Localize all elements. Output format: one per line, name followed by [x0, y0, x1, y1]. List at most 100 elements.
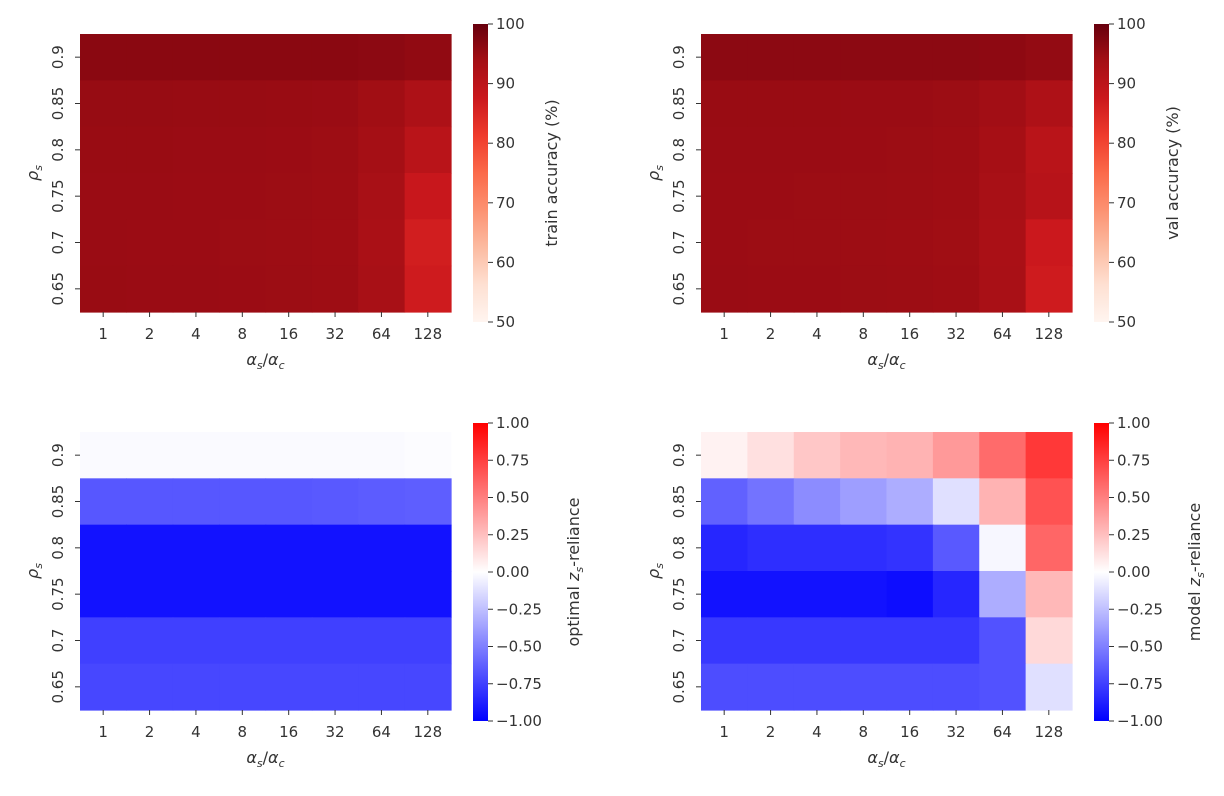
heatmap-cell — [80, 571, 127, 618]
heatmap-cell — [840, 617, 888, 665]
x-tick-label: 32 — [947, 723, 966, 741]
heatmap-cell — [747, 173, 795, 220]
heatmap-cell — [1025, 34, 1073, 81]
x-tick-label: 4 — [191, 325, 201, 343]
heatmap-cell — [793, 80, 841, 128]
colorbar-label: model zs-reliance — [1185, 503, 1207, 641]
heatmap-cell — [265, 34, 313, 81]
train-accuracy-panel: 1 2 4 8 16 32 64 128 0.9 0.85 0.8 0.75 0.7 0.65 αs/αc ρ… — [23, 15, 561, 372]
heatmap-cell — [80, 173, 127, 220]
heatmap-cell — [358, 432, 406, 479]
y-tick-label: 0.75 — [49, 577, 67, 610]
colorbar-tick-label: −0.75 — [1117, 675, 1163, 693]
colorbar — [1094, 24, 1109, 322]
heatmap-cell — [80, 265, 127, 313]
heatmap-cell — [219, 571, 267, 618]
colorbar-label: val accuracy (%) — [1163, 106, 1182, 240]
x-tick-label: 16 — [900, 723, 919, 741]
heatmap-cell — [747, 219, 795, 267]
heatmap-cell — [701, 524, 748, 572]
heatmap-cell — [979, 265, 1027, 313]
heatmap-cell — [840, 265, 888, 313]
x-tick-label: 2 — [766, 723, 776, 741]
y-tick-label: 0.9 — [49, 45, 67, 69]
heatmap-cell — [358, 617, 406, 665]
heatmap-cell — [404, 265, 452, 313]
heatmap-cell — [747, 265, 795, 313]
colorbar-tick-label: 0.75 — [496, 451, 529, 469]
heatmap-cell — [265, 265, 313, 313]
heatmap-cell — [979, 219, 1027, 267]
heatmap-cell — [404, 571, 452, 618]
colorbar-tick-label: 100 — [496, 15, 525, 33]
heatmap-cell — [404, 80, 452, 128]
y-tick-label: 0.7 — [670, 231, 688, 255]
heatmap-cell — [404, 432, 452, 479]
heatmap-cell — [404, 219, 452, 267]
colorbar-tick-label: −1.00 — [496, 712, 542, 730]
heatmap-cell — [701, 478, 748, 526]
heatmap-cell — [80, 432, 127, 479]
y-tick-label: 0.8 — [670, 536, 688, 560]
x-tick-label: 32 — [326, 723, 345, 741]
heatmap-cell — [172, 478, 220, 526]
heatmap-cell — [1025, 663, 1073, 711]
heatmap-cell — [979, 126, 1027, 174]
heatmap-cell — [886, 173, 934, 220]
colorbar-tick-label: −0.25 — [1117, 600, 1163, 618]
heatmap-cell — [358, 478, 406, 526]
colorbar-tick-label: 50 — [496, 313, 515, 331]
heatmap-cell — [932, 34, 980, 81]
heatmap-cell — [404, 34, 452, 81]
heatmap-cell — [265, 173, 313, 220]
heatmap-cell — [219, 173, 267, 220]
heatmap-cell — [265, 524, 313, 572]
heatmap-cell — [701, 571, 748, 618]
heatmap-cell — [172, 219, 220, 267]
y-tick-label: 0.8 — [49, 536, 67, 560]
heatmap-cell — [311, 80, 359, 128]
heatmap-cell — [80, 126, 127, 174]
x-tick-label: 64 — [993, 325, 1012, 343]
heatmap-cell — [886, 265, 934, 313]
heatmap-cell — [793, 173, 841, 220]
y-tick-label: 0.75 — [670, 577, 688, 610]
heatmap-cell — [358, 663, 406, 711]
heatmap-cell — [265, 432, 313, 479]
heatmap-cell — [219, 617, 267, 665]
heatmap-cell — [219, 80, 267, 128]
colorbar-tick-label: 90 — [496, 75, 515, 93]
heatmap-cell — [80, 524, 127, 572]
heatmap-cell — [886, 617, 934, 665]
x-tick-label: 4 — [191, 723, 201, 741]
heatmap-cell — [840, 663, 888, 711]
heatmap-cell — [793, 663, 841, 711]
colorbar-tick-label: 60 — [496, 253, 515, 271]
heatmap-cell — [126, 478, 174, 526]
heatmap-cell — [404, 617, 452, 665]
heatmap-cell — [80, 478, 127, 526]
x-tick-label: 8 — [238, 325, 248, 343]
y-tick-label: 0.8 — [670, 138, 688, 162]
x-tick-label: 4 — [812, 325, 822, 343]
heatmap-cell — [219, 34, 267, 81]
heatmap-cell — [172, 663, 220, 711]
heatmap-cell — [358, 126, 406, 174]
x-tick-label: 128 — [413, 325, 442, 343]
heatmap-cell — [265, 617, 313, 665]
y-tick-label: 0.85 — [49, 87, 67, 120]
heatmap-cell — [80, 663, 127, 711]
heatmap-cell — [747, 617, 795, 665]
x-tick-label: 128 — [413, 723, 442, 741]
heatmap-cell — [979, 571, 1027, 618]
heatmap-cell — [886, 571, 934, 618]
heatmap-cell — [747, 571, 795, 618]
heatmap-cell — [932, 126, 980, 174]
colorbar-tick-label: 0.25 — [496, 526, 529, 544]
heatmap-cell — [932, 219, 980, 267]
heatmap-cell — [126, 524, 174, 572]
heatmap-cell — [404, 126, 452, 174]
heatmap-cell — [793, 524, 841, 572]
heatmap-cell — [932, 265, 980, 313]
heatmap-cell — [747, 126, 795, 174]
